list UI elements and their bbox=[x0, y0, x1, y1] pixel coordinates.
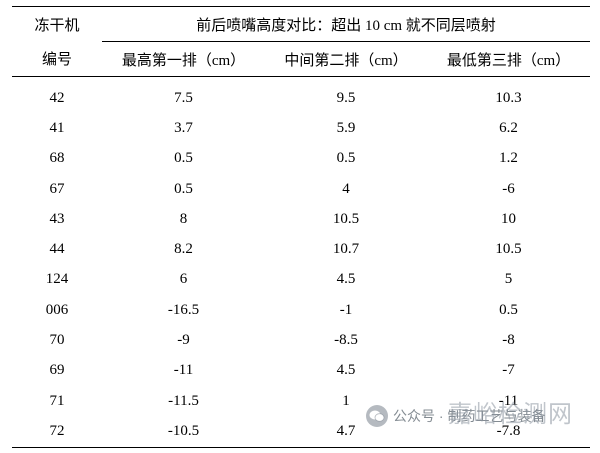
cell-machine-id: 44 bbox=[49, 241, 65, 258]
table-body: 42 7.5 9.5 10.3 41 3.7 5.9 6.2 68 0.5 0.5 1.2 67 0.5 4… bbox=[12, 77, 590, 448]
cell-bottom-row: 10.5 bbox=[495, 241, 522, 258]
cell-top-row: 0.5 bbox=[174, 180, 193, 197]
cell-machine-id: 67 bbox=[49, 180, 65, 197]
cell-bottom-row: 10.3 bbox=[495, 89, 522, 106]
cell-middle-row: 0.5 bbox=[336, 150, 356, 167]
cell-middle-row: 4.5 bbox=[336, 271, 356, 288]
cell-middle-row: -8.5 bbox=[334, 332, 358, 349]
header-col-top-row: 最高第一排（cm） bbox=[102, 41, 265, 77]
cell-middle-row: 1 bbox=[342, 392, 350, 409]
cell-top-row: -10.5 bbox=[102, 416, 265, 448]
cell-top-row: 0.5 bbox=[174, 150, 193, 167]
cell-machine-id: 70 bbox=[49, 332, 65, 349]
cell-bottom-row: 5 bbox=[504, 271, 513, 288]
cell-top-row: 3.7 bbox=[174, 119, 193, 136]
cell-middle-row: 4.7 bbox=[265, 416, 427, 448]
cell-machine-id: 69 bbox=[49, 362, 65, 379]
cell-top-row: 7.5 bbox=[174, 89, 193, 106]
cell-bottom-row: -8 bbox=[502, 332, 515, 349]
table-row: 69 -11 4.5 -7 bbox=[12, 356, 590, 386]
header-col-bottom-row: 最低第三排（cm） bbox=[427, 41, 590, 77]
cell-middle-row: 4.5 bbox=[336, 362, 356, 379]
cell-bottom-row: -7.8 bbox=[427, 416, 590, 448]
table-row: 124 6 4.5 5 bbox=[12, 265, 590, 295]
table-row: 67 0.5 4 -6 bbox=[12, 174, 590, 204]
cell-middle-row: -1 bbox=[339, 301, 353, 318]
table-row: 43 8 10.5 10 bbox=[12, 204, 590, 234]
cell-top-row: -11 bbox=[173, 362, 194, 379]
header-machine-line2: 编号 bbox=[12, 41, 102, 77]
cell-top-row: -11.5 bbox=[168, 392, 199, 409]
header-group-title: 前后喷嘴高度对比：超出 10 cm 就不同层喷射 bbox=[102, 6, 590, 42]
cell-machine-id: 71 bbox=[49, 392, 65, 409]
table-row: 006 -16.5 -1 0.5 bbox=[12, 295, 590, 325]
cell-top-row: 6 bbox=[179, 271, 188, 288]
cell-bottom-row: -11 bbox=[498, 392, 519, 409]
header-col-middle-row: 中间第二排（cm） bbox=[265, 41, 427, 77]
cell-bottom-row: 6.2 bbox=[499, 119, 518, 136]
cell-bottom-row: -6 bbox=[502, 180, 515, 197]
cell-top-row: 8.2 bbox=[174, 241, 193, 258]
cell-top-row: 8 bbox=[179, 210, 188, 227]
cell-machine-id: 72 bbox=[12, 416, 102, 448]
comparison-table-container: 冻干机 前后喷嘴高度对比：超出 10 cm 就不同层喷射 编号 最高第一排（cm… bbox=[12, 6, 590, 448]
cell-machine-id: 68 bbox=[49, 150, 65, 167]
cell-top-row: -16.5 bbox=[167, 301, 200, 318]
cell-bottom-row: 1.2 bbox=[499, 150, 518, 167]
cell-middle-row: 10.5 bbox=[332, 210, 360, 227]
nozzle-height-table: 冻干机 前后喷嘴高度对比：超出 10 cm 就不同层喷射 编号 最高第一排（cm… bbox=[12, 6, 590, 448]
cell-middle-row: 5.9 bbox=[336, 119, 356, 136]
table-row: 41 3.7 5.9 6.2 bbox=[12, 113, 590, 143]
table-row: 42 7.5 9.5 10.3 bbox=[12, 77, 590, 114]
cell-middle-row: 4 bbox=[342, 180, 350, 197]
table-row: 72 -10.5 4.7 -7.8 bbox=[12, 416, 590, 448]
cell-machine-id: 42 bbox=[49, 89, 65, 106]
cell-top-row: -9 bbox=[177, 332, 190, 349]
table-row: 68 0.5 0.5 1.2 bbox=[12, 144, 590, 174]
cell-machine-id: 006 bbox=[45, 301, 69, 318]
cell-middle-row: 9.5 bbox=[336, 89, 356, 106]
cell-machine-id: 124 bbox=[45, 271, 69, 288]
header-machine-line1: 冻干机 bbox=[12, 6, 102, 42]
cell-machine-id: 41 bbox=[49, 119, 65, 136]
table-row: 70 -9 -8.5 -8 bbox=[12, 325, 590, 355]
cell-middle-row: 10.7 bbox=[332, 241, 360, 258]
table-row: 44 8.2 10.7 10.5 bbox=[12, 234, 590, 264]
cell-machine-id: 43 bbox=[49, 210, 65, 227]
cell-bottom-row: 10 bbox=[501, 210, 516, 227]
cell-bottom-row: -7 bbox=[502, 362, 515, 379]
table-row: 71 -11.5 1 -11 bbox=[12, 386, 590, 416]
cell-bottom-row: 0.5 bbox=[499, 301, 518, 318]
